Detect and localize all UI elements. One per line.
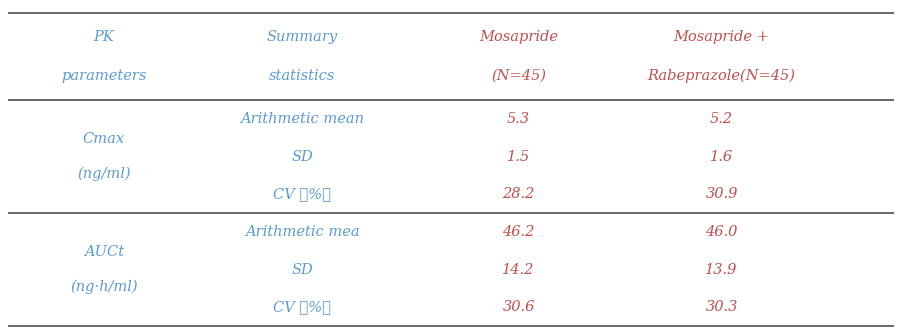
Text: 30.6: 30.6 xyxy=(502,300,535,314)
Text: Arithmetic mea: Arithmetic mea xyxy=(244,225,360,239)
Text: 5.3: 5.3 xyxy=(507,112,530,126)
Text: 5.2: 5.2 xyxy=(710,112,733,126)
Text: Summary: Summary xyxy=(267,30,337,44)
Text: 46.2: 46.2 xyxy=(502,225,535,239)
Text: 13.9: 13.9 xyxy=(705,263,738,277)
Text: CV （%）: CV （%） xyxy=(273,187,331,201)
Text: 28.2: 28.2 xyxy=(502,187,535,201)
Text: parameters: parameters xyxy=(61,69,146,83)
Text: Arithmetic mean: Arithmetic mean xyxy=(240,112,364,126)
Text: 30.9: 30.9 xyxy=(705,187,738,201)
Text: (ng/ml): (ng/ml) xyxy=(77,166,131,181)
Text: 14.2: 14.2 xyxy=(502,263,535,277)
Text: Mosapride: Mosapride xyxy=(479,30,558,44)
Text: Cmax: Cmax xyxy=(83,132,124,146)
Text: 30.3: 30.3 xyxy=(705,300,738,314)
Text: SD: SD xyxy=(291,263,313,277)
Text: 1.5: 1.5 xyxy=(507,150,530,164)
Text: CV （%）: CV （%） xyxy=(273,300,331,314)
Text: Mosapride +: Mosapride + xyxy=(674,30,769,44)
Text: 1.6: 1.6 xyxy=(710,150,733,164)
Text: PK: PK xyxy=(93,30,115,44)
Text: statistics: statistics xyxy=(269,69,336,83)
Text: (ng·h/ml): (ng·h/ml) xyxy=(70,280,137,294)
Text: Rabeprazole(N=45): Rabeprazole(N=45) xyxy=(648,69,796,83)
Text: SD: SD xyxy=(291,150,313,164)
Text: 46.0: 46.0 xyxy=(705,225,738,239)
Text: AUCt: AUCt xyxy=(84,245,124,259)
Text: (N=45): (N=45) xyxy=(492,69,546,83)
